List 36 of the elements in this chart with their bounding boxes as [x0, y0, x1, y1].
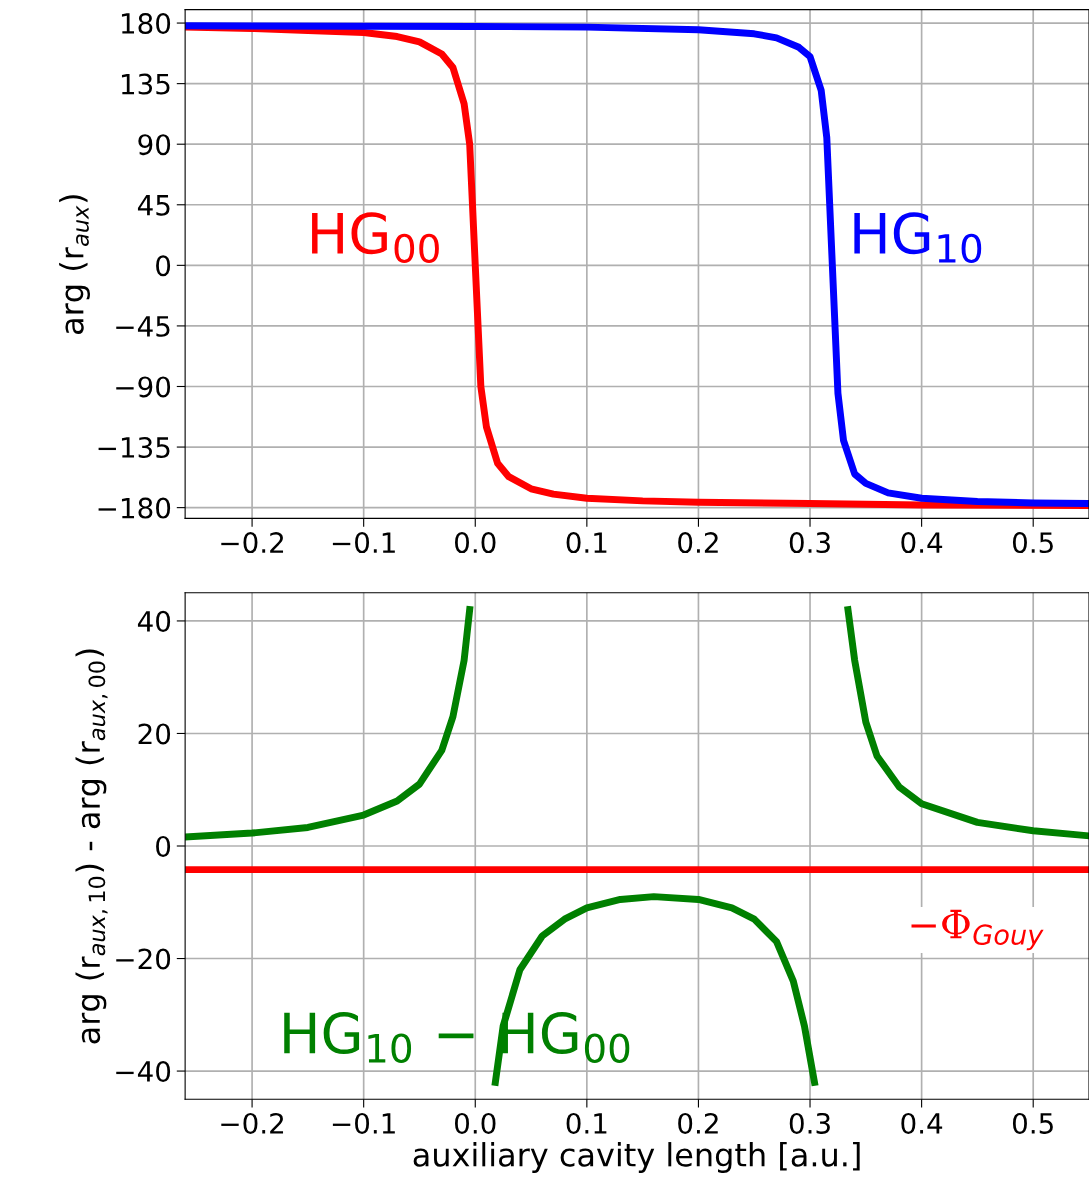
y-tick-label: 40: [137, 610, 171, 632]
series-label: HG$_{00}$: [312, 212, 439, 264]
y-tick-label: −90: [116, 376, 171, 398]
y-tick-label: 0: [156, 835, 171, 857]
x-tick-label: −0.1: [332, 1112, 395, 1134]
x-tick-label: −0.1: [332, 532, 395, 554]
x-tick-label: 0.5: [1012, 532, 1053, 554]
x-tick-label: 0.1: [566, 532, 607, 554]
ref-line-label: −Φ$_{Gouy}$: [911, 909, 1044, 951]
series-label: HG$_{10}$: [854, 212, 982, 264]
x-tick-label: 0.4: [901, 1112, 943, 1134]
x-tick-label: 0.3: [789, 532, 830, 554]
x-tick-label: 0.5: [1012, 1112, 1053, 1134]
y-tick-label: 20: [138, 723, 171, 745]
y-tick-label: 135: [121, 73, 170, 95]
y-tick-label: 0: [156, 255, 171, 277]
y-tick-label: 90: [138, 134, 171, 156]
y-tick-label: −45: [116, 316, 170, 337]
y-tick-label: 180: [121, 13, 171, 35]
y-axis-title: arg (r$_{aux,10}$) - arg (r$_{aux,00}$): [75, 649, 108, 1044]
x-tick-label: −0.2: [221, 532, 284, 554]
y-tick-label: −20: [116, 948, 171, 970]
y-axis-title: arg (r$_{aux}$): [59, 195, 90, 334]
x-tick-label: 0.0: [455, 1112, 496, 1134]
x-tick-label: 0.3: [789, 1112, 830, 1134]
y-tick-label: −180: [98, 497, 171, 519]
x-axis-title: auxiliary cavity length [a.u.]: [413, 1142, 860, 1173]
x-tick-label: −0.2: [221, 1112, 284, 1134]
x-tick-label: 0.4: [901, 532, 943, 554]
x-tick-label: 0.2: [678, 532, 718, 554]
x-tick-label: 0.2: [678, 1112, 718, 1134]
y-tick-label: −135: [98, 437, 170, 459]
y-tick-label: 45: [137, 195, 170, 216]
x-tick-label: 0.0: [455, 532, 496, 554]
y-tick-label: −40: [116, 1061, 171, 1083]
x-tick-label: 0.1: [566, 1112, 607, 1134]
